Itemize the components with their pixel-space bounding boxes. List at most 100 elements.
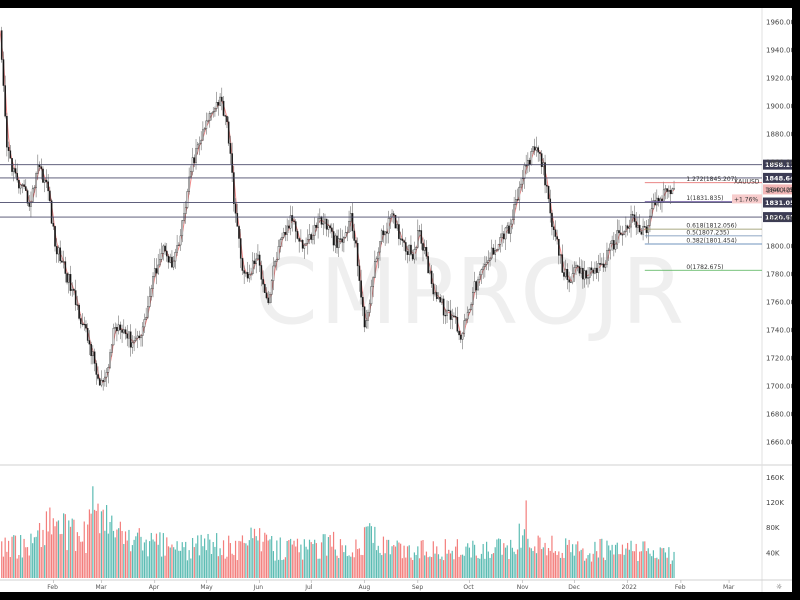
volume-bar bbox=[23, 538, 25, 578]
volume-bar bbox=[308, 539, 311, 578]
candle-body bbox=[245, 272, 247, 274]
volume-bar bbox=[475, 555, 477, 578]
volume-bar bbox=[652, 550, 654, 578]
volume-bar bbox=[185, 541, 187, 578]
volume-bar bbox=[327, 537, 330, 578]
volume-bar bbox=[527, 538, 529, 578]
candle-body bbox=[429, 270, 431, 274]
candle-body bbox=[289, 215, 292, 229]
volume-bar bbox=[666, 557, 668, 578]
candle-body bbox=[621, 234, 624, 236]
volume-bar bbox=[99, 533, 101, 578]
candle-body bbox=[190, 171, 192, 178]
candle-body bbox=[16, 173, 18, 181]
volume-bar bbox=[75, 551, 77, 578]
volume-bar bbox=[162, 533, 164, 578]
candle-body bbox=[597, 263, 600, 273]
volume-bar bbox=[109, 521, 111, 578]
price-tick-label: 1820.000 bbox=[766, 215, 792, 223]
candle-body bbox=[258, 254, 261, 266]
volume-bar bbox=[157, 544, 159, 578]
candle-body bbox=[446, 309, 448, 316]
candle-body bbox=[221, 96, 223, 102]
candle-body bbox=[181, 220, 184, 237]
volume-bar bbox=[549, 550, 551, 578]
candle-body bbox=[490, 247, 493, 259]
volume-bar bbox=[465, 546, 467, 578]
candle-body bbox=[171, 256, 173, 268]
volume-bar bbox=[542, 547, 544, 578]
volume-bar bbox=[243, 542, 245, 578]
candle-body bbox=[331, 227, 333, 232]
candle-body bbox=[363, 306, 366, 328]
volume-bar bbox=[42, 529, 44, 578]
volume-bar bbox=[264, 532, 266, 578]
candle-body bbox=[473, 281, 476, 293]
volume-bar bbox=[25, 547, 27, 578]
grid-layer bbox=[0, 8, 792, 592]
candle-body bbox=[251, 260, 254, 275]
candle-body bbox=[544, 162, 546, 186]
volume-bar bbox=[81, 541, 84, 578]
volume-bar bbox=[365, 526, 367, 578]
volume-bar bbox=[28, 555, 30, 578]
volume-bar bbox=[417, 546, 419, 578]
candle-body bbox=[492, 247, 495, 255]
time-tick-label: Jun bbox=[253, 584, 264, 591]
candle-body bbox=[298, 238, 300, 242]
volume-bar bbox=[212, 541, 214, 578]
volume-bar bbox=[298, 552, 300, 578]
candle-body bbox=[475, 281, 478, 291]
volume-bar bbox=[645, 551, 648, 578]
candle-body bbox=[556, 236, 558, 240]
volume-bar bbox=[647, 548, 649, 578]
candle-body bbox=[595, 267, 598, 273]
candle-body bbox=[506, 225, 509, 229]
price-tick-label: 1660.000 bbox=[766, 439, 792, 447]
candle-body bbox=[346, 232, 349, 234]
candle-body bbox=[382, 230, 385, 236]
volume-bar bbox=[453, 559, 455, 578]
volume-bar bbox=[379, 552, 381, 578]
volume-bar bbox=[204, 538, 206, 578]
price-tick-label: 1860.000 bbox=[766, 159, 792, 167]
volume-bar bbox=[248, 540, 250, 578]
volume-bar bbox=[573, 555, 575, 578]
candle-body bbox=[196, 144, 199, 149]
volume-bar bbox=[535, 553, 538, 578]
candle-body bbox=[105, 372, 108, 378]
candle-body bbox=[71, 289, 74, 291]
volume-bar bbox=[57, 520, 60, 578]
volume-bar bbox=[587, 555, 589, 578]
candle-body bbox=[368, 303, 371, 313]
candle-body bbox=[19, 184, 22, 189]
volume-bar bbox=[444, 539, 446, 578]
candle-body bbox=[671, 188, 674, 195]
candle-body bbox=[317, 218, 319, 228]
volume-bar bbox=[547, 547, 550, 578]
volume-bar bbox=[329, 534, 331, 578]
price-chart[interactable]: CMPROJR 1858.113 1848.642 1831.050 1820.654… bbox=[0, 8, 792, 592]
volume-bar bbox=[594, 541, 596, 578]
volume-bar bbox=[183, 547, 185, 578]
candle-body bbox=[638, 224, 641, 233]
volume-bar bbox=[479, 558, 481, 578]
volume-bar bbox=[78, 535, 80, 578]
candle-body bbox=[198, 142, 201, 146]
candle-body bbox=[540, 153, 543, 167]
candle-body bbox=[88, 340, 91, 345]
candle-body bbox=[64, 261, 67, 274]
volume-bar bbox=[541, 549, 543, 578]
candle-body bbox=[61, 260, 63, 263]
candle-body bbox=[423, 247, 426, 251]
candle-body bbox=[135, 337, 137, 341]
volume-bar bbox=[455, 546, 457, 578]
candle-body bbox=[640, 231, 643, 235]
volume-bar bbox=[429, 556, 431, 578]
volume-bar bbox=[13, 535, 15, 578]
candle-body bbox=[494, 250, 497, 255]
candle-body bbox=[358, 265, 361, 281]
candle-body bbox=[296, 231, 299, 239]
candle-body bbox=[408, 244, 411, 255]
candle-body bbox=[98, 378, 101, 386]
